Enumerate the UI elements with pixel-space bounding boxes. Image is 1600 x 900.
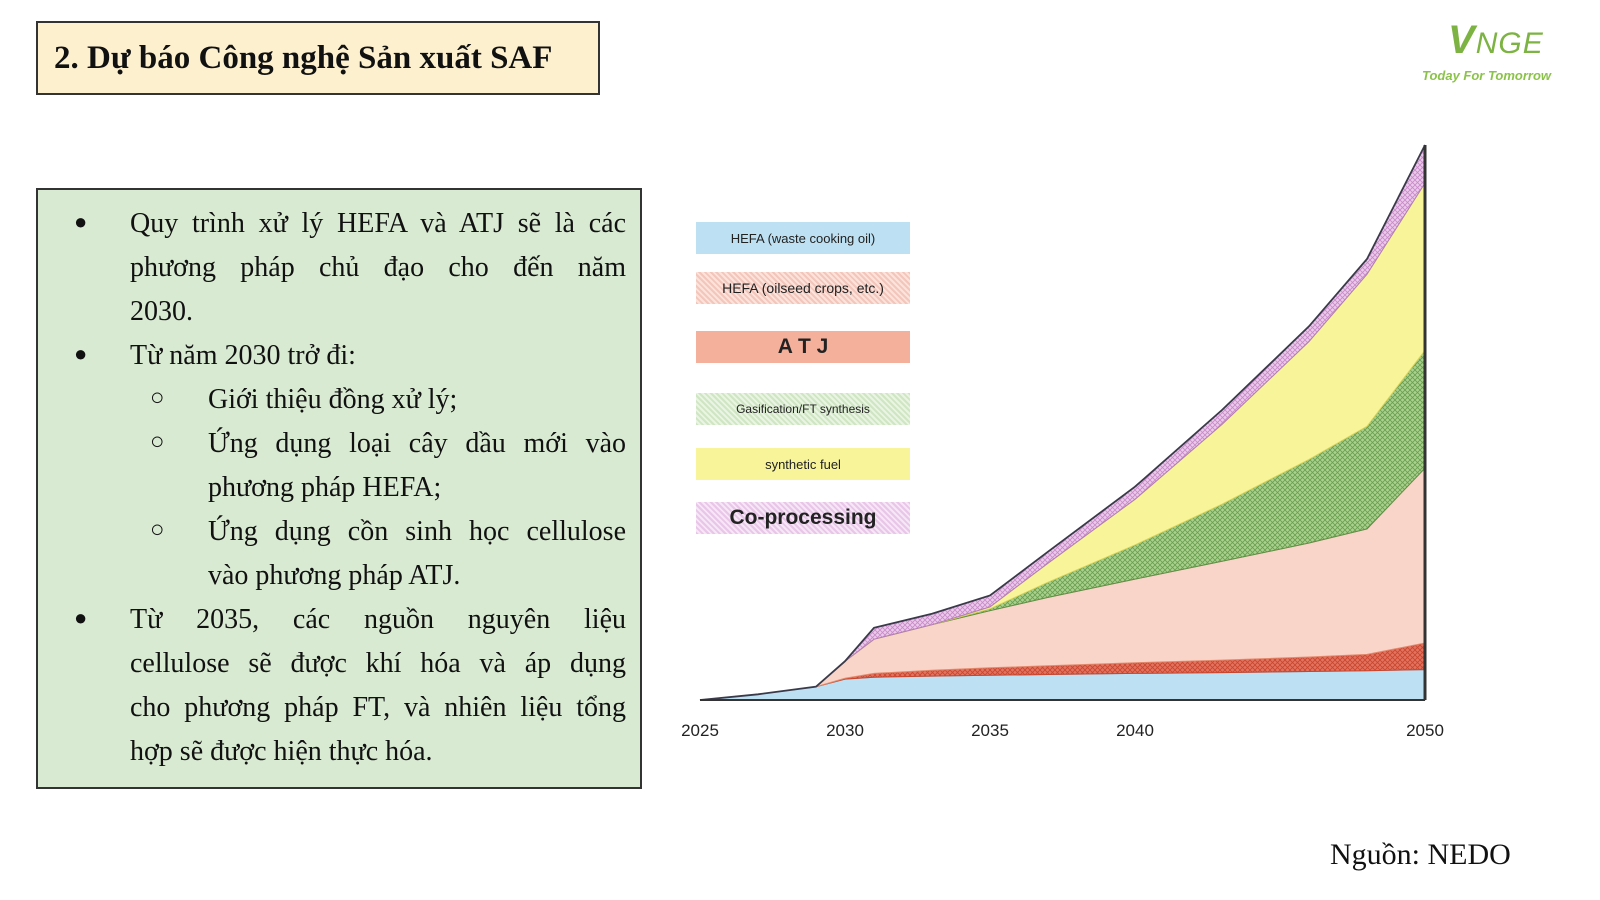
bullet-line: Từ năm 2030 trở đi: bbox=[130, 334, 626, 378]
legend-item: A T J bbox=[696, 331, 910, 363]
legend-item: Co-processing bbox=[696, 502, 910, 534]
bullet-line: hợp sẽ được hiện thực hóa. bbox=[130, 730, 626, 774]
bullet-line: vào phương pháp ATJ. bbox=[208, 554, 626, 598]
bullet-line: Từ 2035, các nguồn nguyên liệu bbox=[130, 598, 626, 642]
bullet-line: Ứng dụng loại cây dầu mới vào bbox=[208, 422, 626, 466]
bullet-symbol: ● bbox=[74, 341, 87, 367]
x-tick-label: 2050 bbox=[1406, 721, 1444, 740]
vnge-logo: VNGE Today For Tomorrow bbox=[1418, 18, 1568, 88]
bullet-line: phương pháp chủ đạo cho đến năm bbox=[130, 246, 626, 290]
bullet-symbol: ● bbox=[74, 209, 87, 235]
logo-mark: VNGE bbox=[1448, 18, 1544, 63]
legend-item: HEFA (oilseed crops, etc.) bbox=[696, 272, 910, 304]
bullet-line: 2030. bbox=[130, 290, 626, 334]
title-box: 2. Dự báo Công nghệ Sản xuất SAF bbox=[36, 21, 600, 95]
bullet-symbol: ● bbox=[74, 605, 87, 631]
legend-item: Gasification/FT synthesis bbox=[696, 393, 910, 425]
chart-svg: 2025 2030 2035 2040 2050 bbox=[660, 120, 1540, 770]
source-note: Nguồn: NEDO bbox=[1330, 838, 1511, 872]
x-tick-label: 2040 bbox=[1116, 721, 1154, 740]
legend-item: HEFA (waste cooking oil) bbox=[696, 222, 910, 254]
sub-bullet-symbol: ○ bbox=[150, 429, 165, 456]
x-tick-label: 2035 bbox=[971, 721, 1009, 740]
bullet-line: cellulose sẽ được khí hóa và áp dụng bbox=[130, 642, 626, 686]
content-box: ●Quy trình xử lý HEFA và ATJ sẽ là cácph… bbox=[36, 188, 642, 789]
x-tick-label: 2025 bbox=[681, 721, 719, 740]
chart: HEFA (waste cooking oil) HEFA (oilseed cr… bbox=[660, 120, 1540, 770]
bullet-line: cho phương pháp FT, và nhiên liệu tổng bbox=[130, 686, 626, 730]
bullet-line: Giới thiệu đồng xử lý; bbox=[208, 378, 626, 422]
bullet-line: Quy trình xử lý HEFA và ATJ sẽ là các bbox=[130, 202, 626, 246]
x-tick-label: 2030 bbox=[826, 721, 864, 740]
sub-bullet-symbol: ○ bbox=[150, 517, 165, 544]
bullet-line: phương pháp HEFA; bbox=[208, 466, 626, 510]
page-title: 2. Dự báo Công nghệ Sản xuất SAF bbox=[54, 40, 552, 77]
logo-tagline: Today For Tomorrow bbox=[1422, 68, 1551, 83]
bullet-line: Ứng dụng cồn sinh học cellulose bbox=[208, 510, 626, 554]
legend-item: synthetic fuel bbox=[696, 448, 910, 480]
sub-bullet-symbol: ○ bbox=[150, 385, 165, 412]
